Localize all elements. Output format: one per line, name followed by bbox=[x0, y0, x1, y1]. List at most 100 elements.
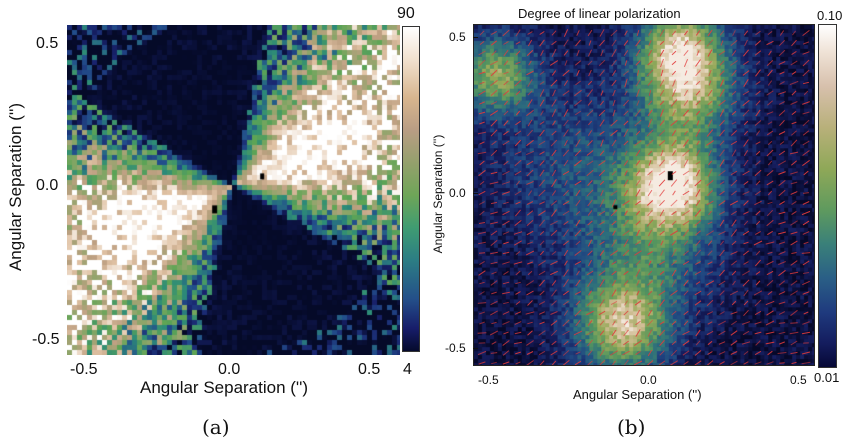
polarization-vector bbox=[754, 331, 762, 335]
polarization-vector bbox=[527, 321, 533, 325]
polarization-vector bbox=[490, 129, 498, 137]
panel-b-ytick-top: 0.5 bbox=[449, 30, 466, 44]
polarization-vector bbox=[743, 180, 749, 186]
polarization-vector bbox=[707, 89, 713, 97]
polarization-vector bbox=[766, 219, 774, 227]
polarization-vector bbox=[538, 189, 546, 197]
polarization-vector bbox=[623, 310, 629, 316]
polarization-vector bbox=[539, 39, 545, 47]
polarization-vector bbox=[648, 40, 652, 46]
polarization-vector bbox=[742, 90, 750, 96]
polarization-vector bbox=[778, 211, 786, 215]
polarization-vector bbox=[755, 80, 761, 86]
polarization-vector bbox=[778, 231, 786, 235]
polarization-vector bbox=[538, 311, 546, 315]
polarization-vector bbox=[670, 160, 678, 166]
polarization-vector bbox=[658, 140, 666, 146]
polarization-vector bbox=[539, 169, 545, 177]
polarization-vector bbox=[527, 190, 533, 196]
polarization-vector bbox=[503, 130, 509, 136]
polarization-vector bbox=[658, 179, 666, 187]
polarization-vector bbox=[526, 109, 534, 117]
polarization-vector bbox=[646, 139, 654, 147]
polarization-vector bbox=[576, 49, 580, 57]
polarization-vector bbox=[478, 241, 486, 245]
polarization-vector bbox=[743, 309, 749, 317]
polarization-vector bbox=[684, 70, 688, 76]
polarization-vector bbox=[550, 200, 558, 206]
polarization-vector bbox=[526, 360, 534, 365]
polarization-vector bbox=[574, 250, 582, 256]
polarization-vector bbox=[490, 221, 498, 225]
polarization-vector bbox=[563, 310, 569, 316]
polarization-vector bbox=[563, 220, 569, 226]
polarization-vector bbox=[730, 260, 738, 266]
polarization-vector bbox=[503, 160, 509, 166]
polarization-vector bbox=[755, 210, 761, 216]
polarization-vector bbox=[671, 220, 677, 226]
polarization-vector bbox=[610, 190, 618, 196]
polarization-vector bbox=[503, 80, 509, 86]
panel-b-image bbox=[473, 24, 815, 366]
polarization-vector bbox=[611, 70, 617, 76]
polarization-vector bbox=[732, 280, 736, 286]
polarization-vector bbox=[803, 241, 809, 245]
polarization-vector bbox=[671, 310, 677, 316]
polarization-vector bbox=[587, 220, 593, 226]
polarization-vector bbox=[647, 270, 653, 276]
polarization-vector bbox=[599, 220, 605, 226]
polarization-vector bbox=[551, 109, 557, 117]
polarization-vector bbox=[791, 210, 797, 216]
polarization-vector bbox=[719, 60, 725, 66]
polarization-vector bbox=[683, 80, 689, 86]
polarization-vector bbox=[514, 170, 522, 176]
polarization-vector bbox=[743, 200, 749, 206]
polarization-vector bbox=[753, 240, 763, 246]
polarization-vector bbox=[526, 230, 534, 236]
polarization-vector bbox=[611, 180, 617, 186]
polarization-vector bbox=[514, 139, 522, 147]
polarization-vector bbox=[669, 360, 679, 365]
polarization-vector bbox=[549, 60, 559, 66]
polarization-vector bbox=[514, 331, 522, 335]
polarization-vector bbox=[502, 140, 510, 146]
polarization-vector bbox=[503, 151, 509, 155]
polarization-vector bbox=[490, 79, 498, 87]
polarization-vector bbox=[778, 91, 786, 95]
polarization-vector bbox=[514, 130, 522, 136]
polarization-vector bbox=[707, 250, 713, 256]
polarization-vector bbox=[707, 351, 713, 355]
polarization-vector bbox=[478, 361, 486, 365]
polarization-vector bbox=[718, 50, 726, 56]
polarization-vector bbox=[490, 310, 498, 316]
polarization-vector bbox=[502, 291, 510, 295]
polarization-vector bbox=[515, 110, 521, 116]
polarization-vector bbox=[478, 59, 486, 67]
polarization-vector bbox=[730, 251, 738, 255]
polarization-vector bbox=[598, 210, 606, 216]
polarization-vector bbox=[562, 170, 570, 176]
polarization-vector bbox=[696, 50, 700, 56]
polarization-vector bbox=[648, 180, 652, 186]
polarization-vector bbox=[648, 90, 652, 96]
polarization-vector bbox=[742, 170, 750, 176]
polarization-vector bbox=[478, 71, 486, 75]
polarization-vector bbox=[623, 120, 629, 126]
polarization-vector bbox=[683, 240, 689, 246]
polarization-vector bbox=[671, 60, 677, 66]
polarization-vector bbox=[718, 100, 726, 106]
polarization-vector bbox=[779, 200, 785, 206]
polarization-vector bbox=[767, 190, 773, 196]
polarization-vector bbox=[587, 60, 593, 66]
polarization-vector bbox=[490, 280, 498, 286]
polarization-vector bbox=[539, 60, 545, 66]
polarization-vector bbox=[694, 300, 702, 306]
polarization-vector bbox=[755, 69, 761, 77]
polarization-vector bbox=[562, 319, 570, 327]
polarization-vector bbox=[539, 240, 545, 246]
polarization-vector bbox=[550, 350, 558, 356]
polarization-vector bbox=[551, 149, 557, 157]
polarization-vector bbox=[623, 70, 629, 76]
polarization-vector bbox=[742, 330, 750, 336]
polarization-vector bbox=[791, 121, 797, 125]
